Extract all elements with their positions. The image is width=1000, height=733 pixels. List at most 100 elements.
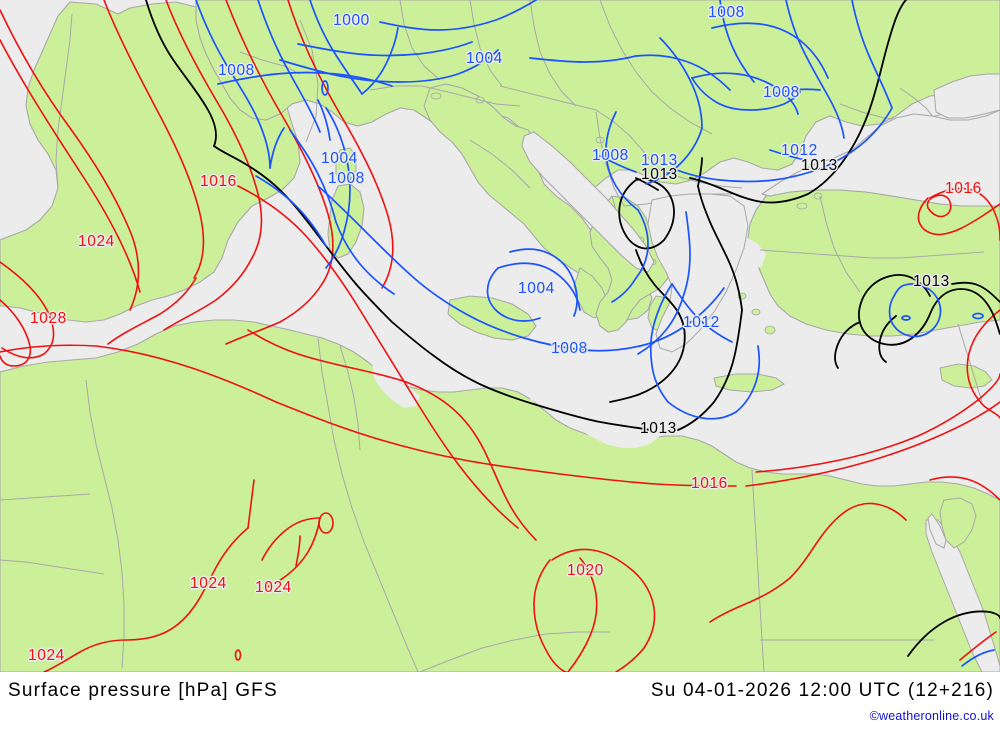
isobar-1008-med: [317, 185, 525, 339]
isobars-1013: [145, 0, 1000, 657]
isobar-1000: [309, 0, 363, 95]
isobar-1008-aegean: [611, 277, 637, 303]
isobar-label: 1008: [592, 147, 629, 164]
isobar-label: 1013: [641, 166, 678, 183]
sea-black-sea: [760, 109, 1000, 207]
isobar-red-sinai: [929, 476, 1000, 501]
pressure-map-canvas[interactable]: 1000 1008 1004 1008 1008 1004 1008 1008 1013 1013…: [0, 0, 1000, 672]
map-svg: [0, 0, 1000, 672]
isobar-label: 1008: [708, 4, 745, 21]
isobar-label: 1004: [466, 50, 503, 67]
isobar-blue-dot-a: [901, 315, 911, 321]
isobar-red-nile: [789, 502, 907, 579]
isobar-1016-africa2: [275, 401, 561, 475]
isobar-1008-east: [711, 22, 829, 79]
isobar-1013-turkey4: [878, 315, 897, 363]
isobar-label: 1008: [763, 84, 800, 101]
isobar-blue-redsea: [961, 649, 995, 667]
isobar-1016-africa: [0, 344, 277, 403]
isobar-1004-e: [719, 0, 755, 83]
isobar-1004-ce: [279, 49, 499, 83]
isobar-1020-libya2: [551, 548, 656, 672]
isobar-1028-b: [0, 39, 141, 293]
isobar-1008-med2: [523, 337, 641, 352]
sea-gulf-suez: [927, 513, 947, 549]
isobar-label: 1008: [218, 62, 255, 79]
isobar-1004-italy: [325, 107, 351, 269]
sea-gabes: [372, 362, 420, 408]
isobar-1013-greece: [609, 249, 686, 403]
isobar-1012-greece2: [637, 293, 685, 355]
isobar-blue-1012-lbl: [769, 149, 807, 161]
sea-azov: [933, 73, 1000, 119]
isobar-1016-africa3: [559, 473, 737, 487]
isobar-label: 1012: [781, 142, 818, 159]
isobar-1012-aegean3: [667, 401, 737, 420]
sea-sidra: [530, 392, 664, 448]
isobar-1024-sahara-c: [247, 479, 255, 529]
isobar-1024-sahara-f: [295, 535, 301, 567]
isobar-1012-aegean4: [735, 345, 761, 413]
isobar-1020-libya: [533, 559, 567, 672]
isobar-1013-main6: [697, 185, 743, 311]
isobar-1013-main2: [213, 145, 357, 285]
isobar-label: 1004: [518, 280, 555, 297]
isobar-1004-closed: [509, 248, 578, 317]
isobar-1013-balkans-r: [689, 0, 907, 204]
isobar-1013-redsea: [907, 610, 1000, 657]
isobar-blue-1013-lbl: [599, 155, 637, 173]
isobar-label: 1024: [78, 233, 115, 250]
isobar-red-br: [959, 631, 997, 661]
isobar-1008-lens: [691, 72, 799, 115]
isobar-1008-romania: [659, 37, 703, 129]
isobar-1008-left: [255, 175, 327, 247]
isobar-blue-dot-b: [972, 312, 984, 320]
isobar-label: 1008: [551, 340, 588, 357]
isobar-1013-main5: [677, 309, 743, 431]
isobar-1016-egypt: [755, 373, 1000, 473]
isobar-label: 1013: [641, 152, 678, 169]
isobar-1028-d: [0, 299, 32, 367]
isobar-1012-aegean: [671, 283, 733, 343]
land-sinai: [939, 497, 977, 549]
land-sicily: [447, 295, 537, 341]
isobar-1012-greece: [683, 211, 691, 295]
isobar-1013-aegean: [697, 157, 703, 187]
sea-adriatic: [521, 131, 655, 273]
isobar-1020-iberia2: [225, 283, 323, 345]
isobar-1008-lens2: [691, 77, 801, 111]
isobars-high: [0, 0, 1000, 672]
isobar-red-nile2: [709, 577, 791, 623]
map-footer: Surface pressure [hPa] GFS Su 04-01-2026…: [0, 672, 1000, 733]
isobar-1004-sicily: [497, 262, 581, 311]
admin-borders: [0, 0, 995, 672]
isobar-1008-east2: [771, 88, 821, 95]
sea-aegean: [647, 193, 749, 353]
isobar-1008-bs4: [785, 0, 845, 139]
landmass-layer: [0, 0, 1000, 672]
isobar-1024-tiny-dot: [234, 649, 242, 661]
isobar-label: 1008: [328, 170, 365, 187]
isobar-1024-a: [103, 0, 205, 279]
sea-aegean-coast: [742, 238, 766, 270]
isobar-1028-c: [0, 261, 55, 359]
isobar-label: 1013: [913, 273, 950, 290]
isobar-label: 1012: [683, 314, 720, 331]
land-maghreb: [0, 319, 1000, 672]
isobar-1016-med-in2: [407, 387, 519, 529]
isobar-1024-closed-dot: [318, 512, 334, 534]
isobar-1013-main3: [355, 283, 541, 407]
contour-label-layer: 1000 1008 1004 1008 1008 1004 1008 1008 1013 1013…: [28, 4, 981, 664]
isobar-1013-anatolia-s: [834, 321, 861, 369]
isobar-1024-d: [163, 257, 253, 331]
isobar-1020-iberia: [225, 0, 334, 285]
isobar-1013-turkey3: [951, 281, 1000, 303]
isobar-1020-libya4: [405, 381, 537, 541]
isobar-label: 1013: [801, 157, 838, 174]
isobar-blue-dot-fr: [321, 80, 329, 96]
land-cyprus: [939, 363, 993, 389]
isobar-1004-ce3: [529, 55, 637, 63]
isobar-1008-bs: [851, 0, 893, 109]
isobar-1008-bulgaria: [605, 111, 639, 211]
